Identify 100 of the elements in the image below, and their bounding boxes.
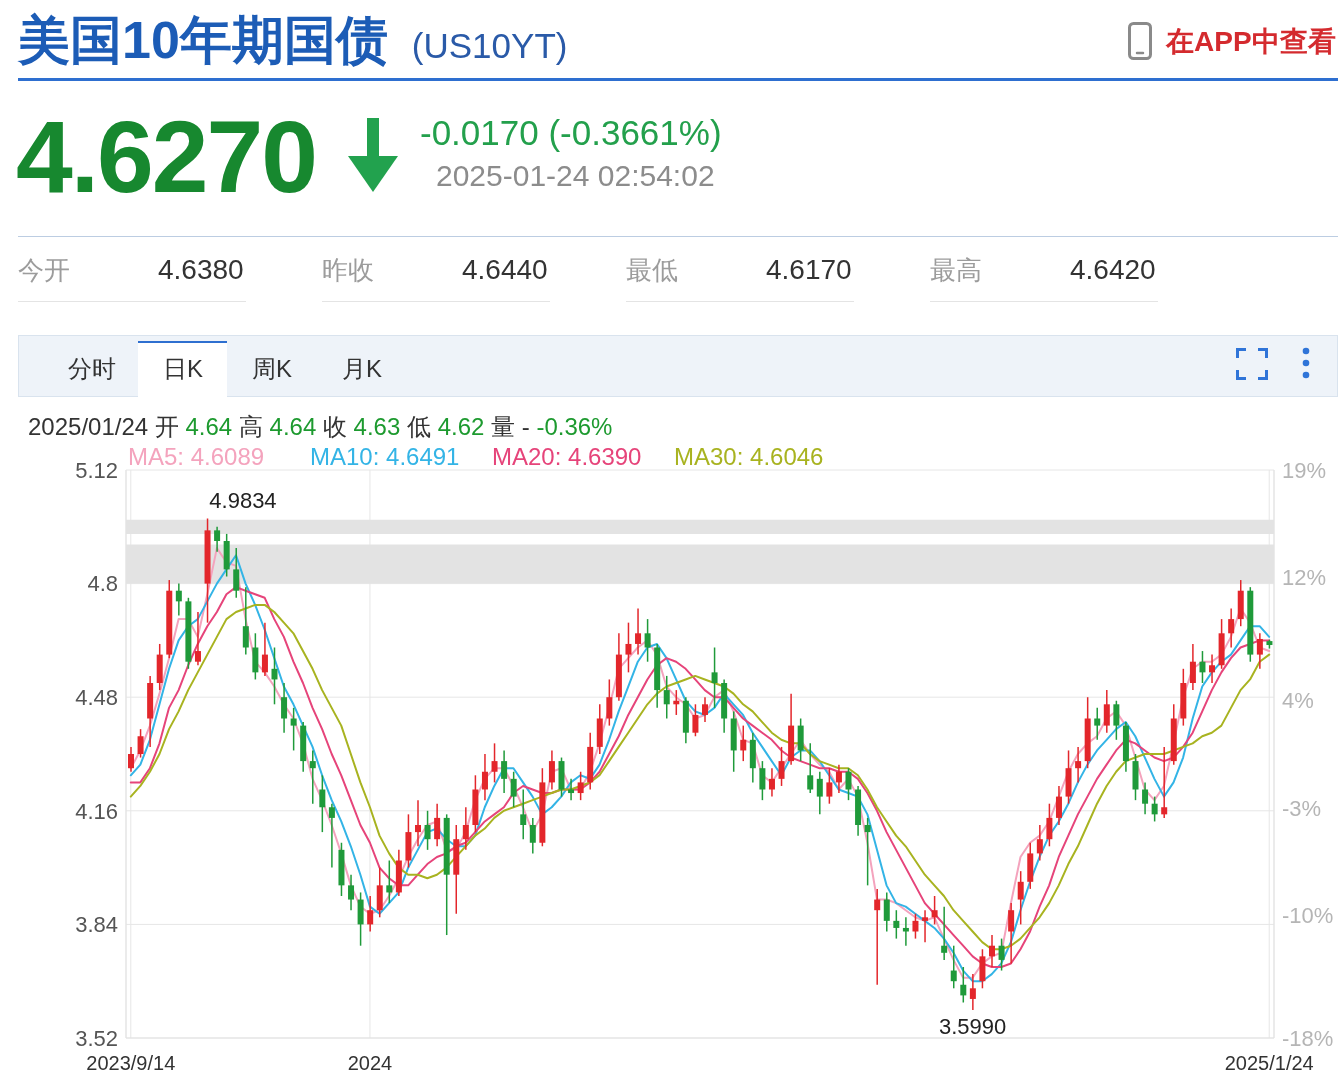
text: 昨收 bbox=[322, 254, 374, 287]
candlestick bbox=[912, 913, 919, 940]
y-tick-label: 4.48 bbox=[75, 685, 118, 711]
candlestick bbox=[386, 859, 393, 904]
candlestick bbox=[128, 746, 134, 773]
text: 开 bbox=[154, 413, 179, 440]
x-tick-label: 2025/1/24 bbox=[1224, 1052, 1314, 1074]
text: 2025/01/24 bbox=[28, 413, 149, 440]
candlestick bbox=[1055, 785, 1062, 826]
text: 最低 bbox=[626, 254, 678, 287]
candlestick bbox=[281, 682, 288, 734]
candlestick bbox=[768, 767, 775, 798]
text: -0.36% bbox=[536, 413, 613, 440]
text: MA5: 4.6089 bbox=[128, 443, 266, 471]
candlestick bbox=[1103, 689, 1110, 734]
text: 日K bbox=[162, 354, 204, 384]
candlestick bbox=[309, 749, 316, 805]
candlestick bbox=[290, 707, 297, 752]
y2-tick-label: -10% bbox=[1282, 903, 1334, 928]
text: 收 bbox=[322, 413, 347, 440]
candlestick bbox=[577, 771, 584, 801]
text: - bbox=[521, 413, 530, 440]
candlestick bbox=[214, 526, 221, 553]
candlestick bbox=[778, 746, 785, 787]
y2-tick-label: -3% bbox=[1282, 795, 1322, 821]
candlestick bbox=[233, 547, 240, 599]
text: 4.63 bbox=[353, 413, 401, 440]
candlestick bbox=[1189, 643, 1196, 691]
candlestick bbox=[692, 703, 699, 737]
candlestick bbox=[501, 749, 508, 794]
y-tick-label: 3.84 bbox=[75, 912, 118, 938]
candlestick bbox=[319, 774, 326, 833]
candlestick bbox=[941, 905, 948, 961]
x-tick-label: 2024 bbox=[347, 1052, 393, 1074]
text: 4.6420 bbox=[1070, 253, 1156, 287]
candlestick bbox=[481, 753, 488, 801]
y2-tick-label: 19% bbox=[1282, 457, 1327, 483]
candlestick bbox=[893, 909, 900, 940]
candlestick bbox=[348, 873, 355, 911]
candlestick bbox=[1151, 795, 1158, 823]
candlestick bbox=[367, 895, 374, 933]
candlestick bbox=[462, 806, 469, 851]
text: 4.6270 bbox=[16, 99, 316, 216]
candlestick bbox=[1036, 824, 1043, 862]
text: 4.62 bbox=[437, 413, 485, 440]
candlestick bbox=[194, 611, 201, 666]
candlestick bbox=[1256, 632, 1263, 670]
text: MA20: 4.6390 bbox=[492, 443, 643, 471]
candlestick bbox=[510, 771, 517, 808]
candlestick bbox=[491, 742, 498, 784]
candlestick bbox=[826, 767, 833, 805]
candlestick bbox=[864, 817, 871, 887]
candlestick bbox=[415, 799, 421, 848]
text: 周K bbox=[251, 354, 293, 384]
candlestick bbox=[835, 763, 842, 794]
candlestick bbox=[424, 810, 431, 851]
candlestick bbox=[807, 742, 814, 794]
candlestick bbox=[1094, 707, 1101, 741]
candlestick bbox=[137, 728, 144, 759]
text: 4.64 bbox=[185, 413, 233, 440]
text: MA30: 4.6046 bbox=[674, 443, 825, 471]
y-tick-label: 4.16 bbox=[75, 798, 118, 824]
annotation: 4.9834 bbox=[209, 488, 277, 514]
text: 分时 bbox=[67, 354, 117, 384]
candlestick bbox=[663, 675, 670, 720]
text: MA10: 4.6491 bbox=[310, 443, 461, 471]
candlestick bbox=[1161, 746, 1168, 819]
text: -0.0170 (-0.3661%) bbox=[420, 112, 722, 154]
y2-tick-label: -18% bbox=[1282, 1025, 1334, 1051]
chart-title: 美国10年期国债 bbox=[18, 11, 388, 69]
candlestick bbox=[1142, 781, 1149, 816]
text: 高 bbox=[238, 413, 263, 440]
candlestick bbox=[1008, 902, 1015, 965]
candlestick bbox=[1075, 746, 1082, 784]
candlestick bbox=[434, 802, 441, 848]
candlestick bbox=[845, 767, 852, 801]
candlestick bbox=[960, 966, 967, 1004]
candlestick bbox=[529, 817, 536, 855]
candlestick bbox=[175, 582, 182, 617]
candlestick bbox=[1199, 650, 1206, 684]
candlestick bbox=[922, 909, 929, 943]
candlestick bbox=[740, 724, 747, 762]
candlestick bbox=[883, 891, 890, 933]
candlestick bbox=[520, 788, 527, 840]
text: 量 bbox=[491, 413, 516, 440]
candlestick bbox=[635, 607, 642, 656]
y-tick-label: 3.52 bbox=[75, 1025, 118, 1051]
candlestick bbox=[969, 973, 976, 1011]
candlestick bbox=[606, 678, 613, 727]
text: 2025-01-24 02:54:02 bbox=[436, 158, 715, 194]
x-tick-label: 2023/9/14 bbox=[86, 1052, 176, 1074]
text: 4.64 bbox=[269, 413, 317, 440]
text: 今开 bbox=[18, 254, 70, 287]
candlestick bbox=[998, 937, 1005, 972]
candlestick bbox=[1046, 802, 1053, 848]
text: 最高 bbox=[930, 254, 982, 287]
candlestick bbox=[261, 621, 268, 677]
candlestick bbox=[902, 916, 909, 947]
text: 4.6170 bbox=[766, 253, 852, 287]
candlestick bbox=[759, 760, 766, 801]
